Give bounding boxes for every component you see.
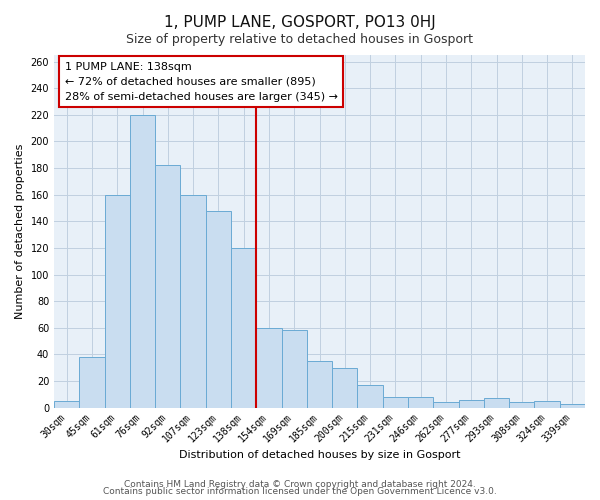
Bar bbox=[458, 400, 484, 407]
Bar bbox=[307, 361, 332, 408]
Bar bbox=[433, 402, 458, 407]
Bar bbox=[560, 404, 585, 407]
Y-axis label: Number of detached properties: Number of detached properties bbox=[15, 144, 25, 319]
Bar bbox=[484, 398, 509, 407]
Bar bbox=[358, 385, 383, 407]
Bar bbox=[383, 397, 408, 407]
Bar bbox=[79, 357, 104, 408]
Bar bbox=[408, 397, 433, 407]
Bar bbox=[155, 166, 181, 408]
Bar bbox=[332, 368, 358, 408]
Bar bbox=[104, 194, 130, 408]
X-axis label: Distribution of detached houses by size in Gosport: Distribution of detached houses by size … bbox=[179, 450, 460, 460]
Text: 1, PUMP LANE, GOSPORT, PO13 0HJ: 1, PUMP LANE, GOSPORT, PO13 0HJ bbox=[164, 15, 436, 30]
Bar bbox=[130, 115, 155, 408]
Bar bbox=[281, 330, 307, 407]
Bar bbox=[231, 248, 256, 408]
Text: Contains public sector information licensed under the Open Government Licence v3: Contains public sector information licen… bbox=[103, 487, 497, 496]
Bar bbox=[54, 401, 79, 407]
Bar bbox=[256, 328, 281, 407]
Bar bbox=[535, 401, 560, 407]
Text: Contains HM Land Registry data © Crown copyright and database right 2024.: Contains HM Land Registry data © Crown c… bbox=[124, 480, 476, 489]
Bar bbox=[509, 402, 535, 407]
Text: 1 PUMP LANE: 138sqm
← 72% of detached houses are smaller (895)
28% of semi-detac: 1 PUMP LANE: 138sqm ← 72% of detached ho… bbox=[65, 62, 338, 102]
Bar bbox=[206, 210, 231, 408]
Bar bbox=[181, 194, 206, 408]
Text: Size of property relative to detached houses in Gosport: Size of property relative to detached ho… bbox=[127, 32, 473, 46]
